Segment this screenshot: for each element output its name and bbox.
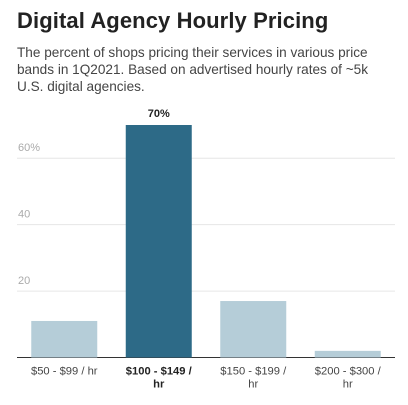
x-tick-label: $150 - $199 /hr	[220, 366, 287, 391]
chart-title: Digital Agency Hourly Pricing	[17, 8, 329, 33]
y-tick-label: 40	[18, 209, 30, 221]
bar	[220, 301, 287, 358]
y-tick-label: 20	[18, 275, 30, 287]
x-tick-label: $100 - $149 /hr	[126, 366, 192, 391]
bar	[31, 320, 98, 358]
x-tick-label: $200 - $300 /hr	[315, 366, 382, 391]
chart-subtitle: The percent of shops pricing their servi…	[17, 45, 369, 94]
bar	[314, 350, 381, 358]
bar	[125, 125, 192, 358]
x-tick-label: $50 - $99 / hr	[31, 366, 98, 378]
data-label: 70%	[148, 108, 170, 120]
labels: 20 40 60% $50 - $99 / hr 70% $100 - $149 /hr $…	[18, 108, 382, 391]
bars	[31, 125, 381, 358]
y-tick-label: 60%	[18, 142, 40, 154]
